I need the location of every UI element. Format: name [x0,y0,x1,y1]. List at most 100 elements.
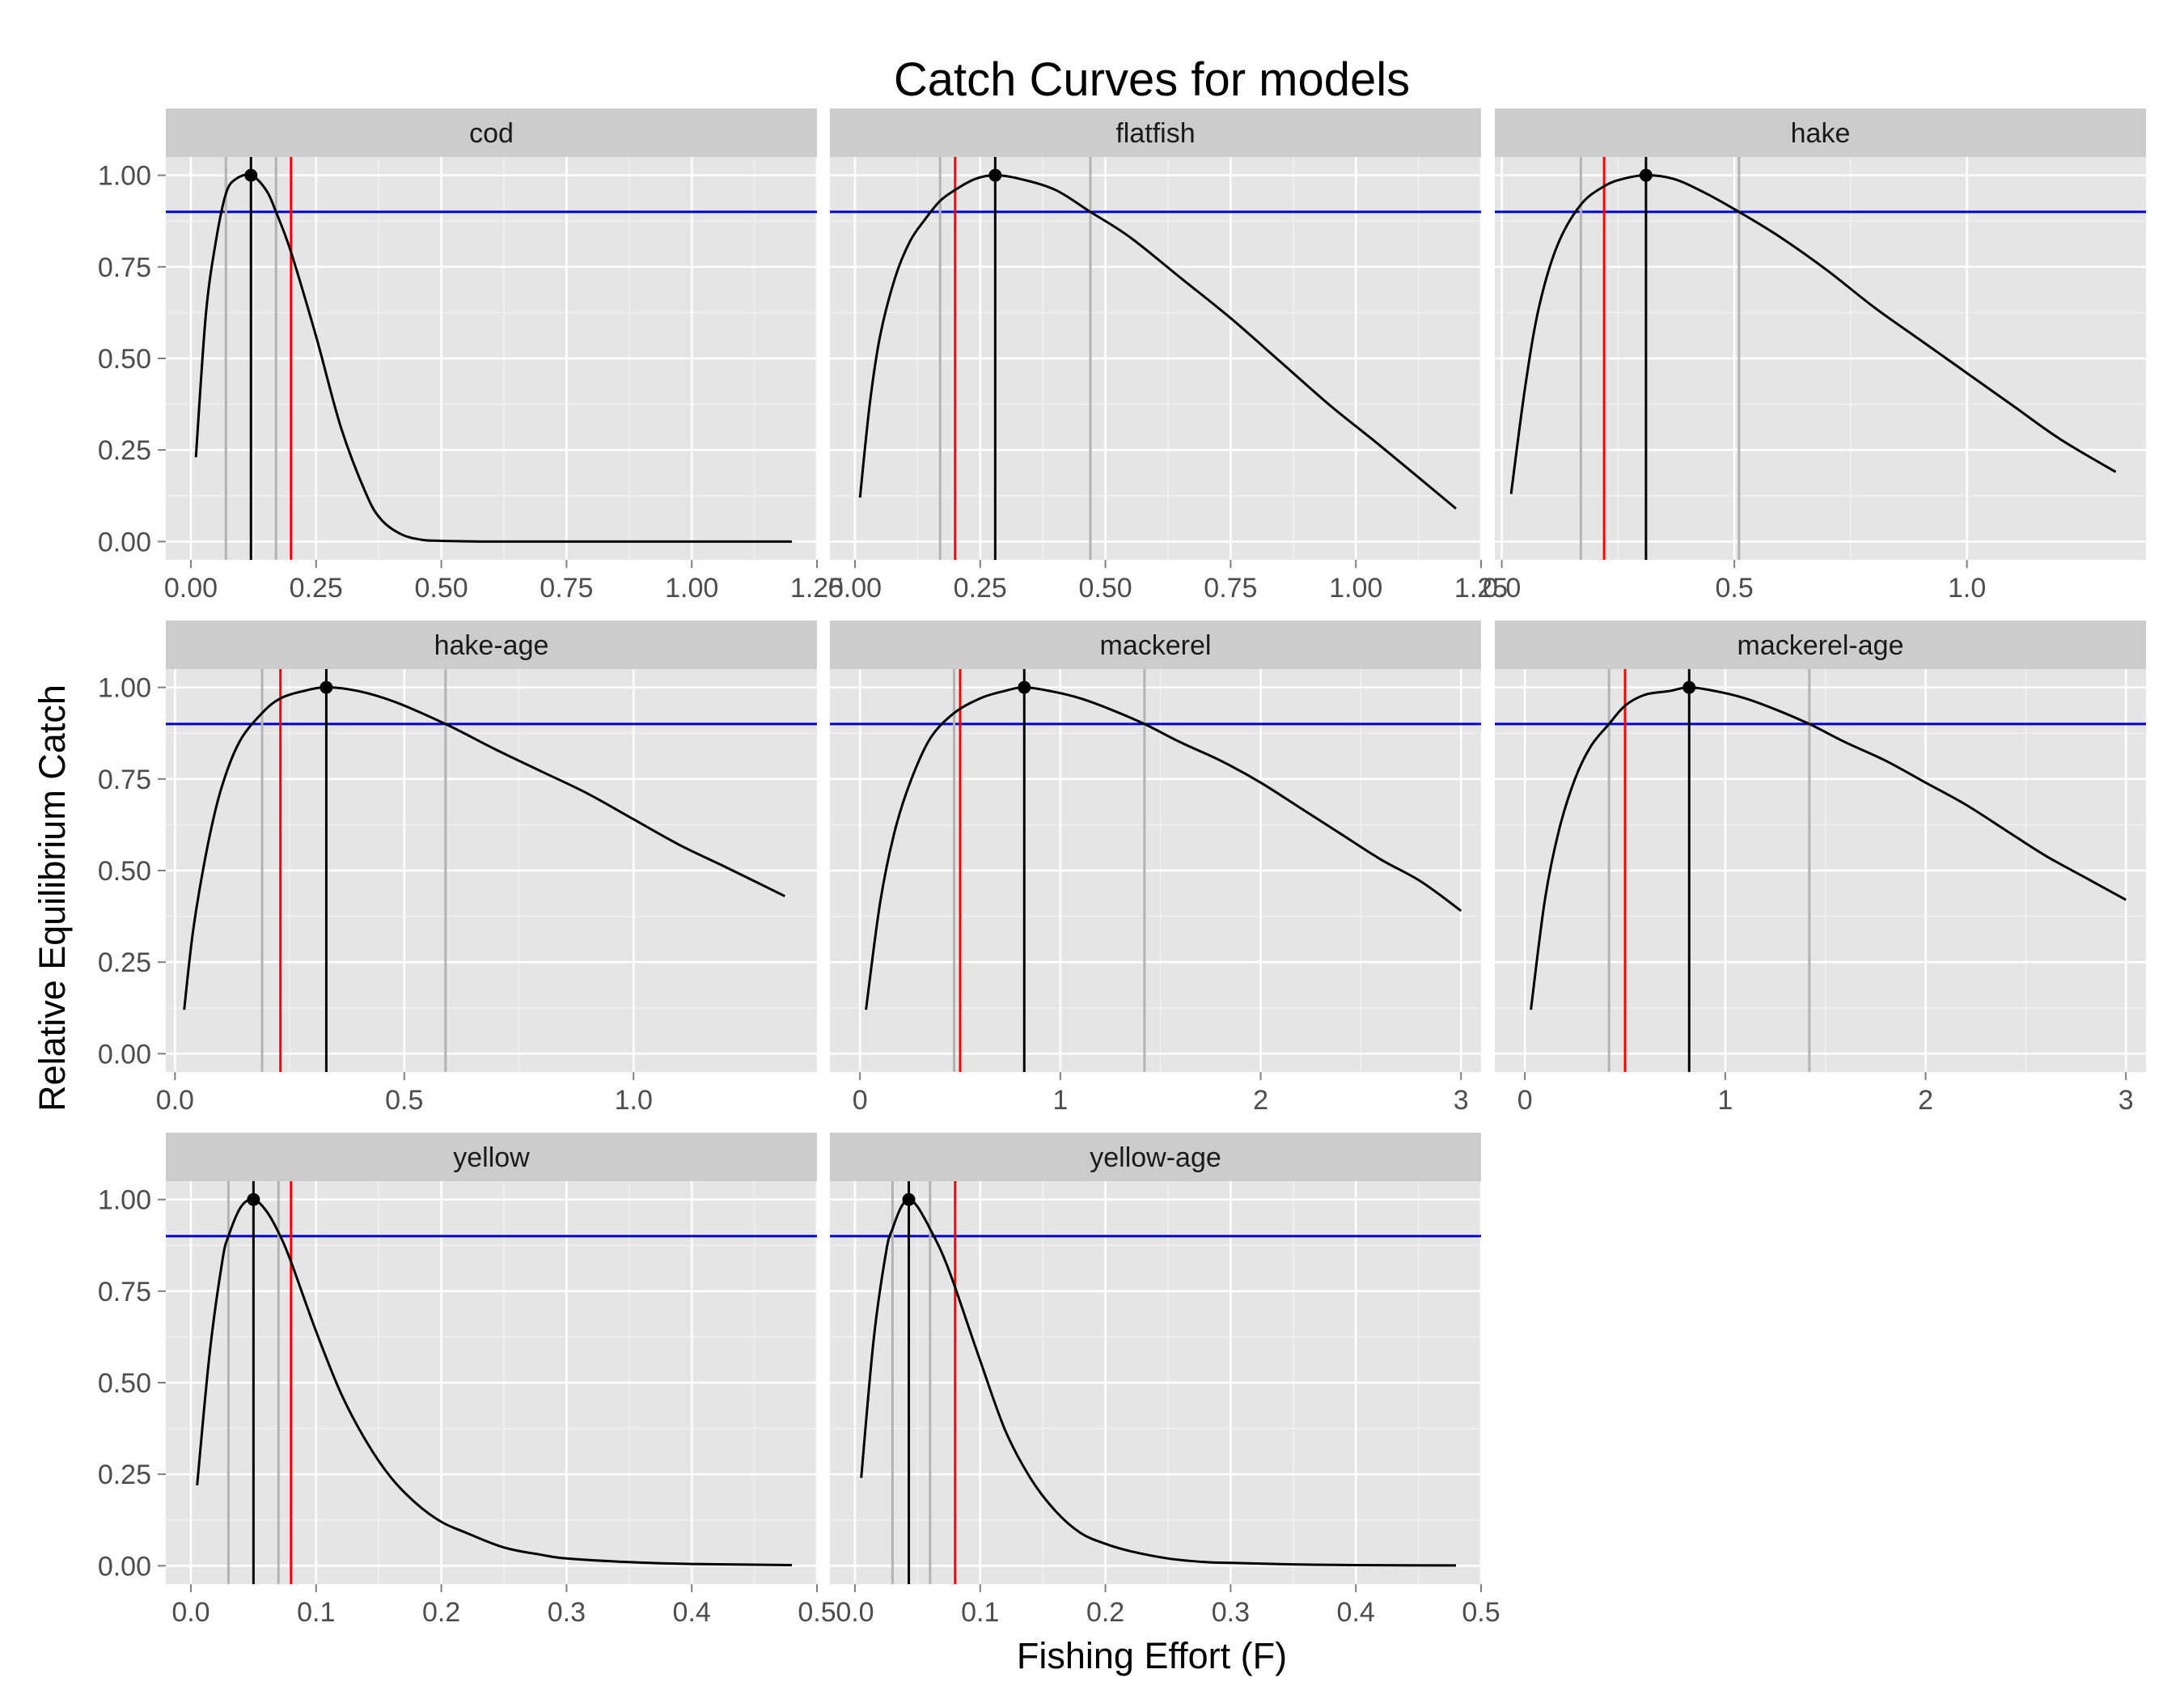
panel-strip-label: yellow-age [1090,1142,1221,1173]
panel-plot-area [166,1181,817,1584]
x-tick-label: 1.25 [790,573,844,604]
y-tick-label: 0.00 [98,1039,151,1070]
peak-point [988,168,1002,182]
panel-hake: hake 0.0 0.5 1.0 [1483,108,2146,604]
y-tick-label: 0.00 [98,1551,151,1582]
panel-plot-area [1495,157,2146,560]
x-tick-label: 1 [1717,1085,1733,1116]
panel-strip-label: yellow [453,1142,530,1173]
x-tick-label: 0.4 [673,1597,711,1628]
x-tick-label: 0.1 [961,1597,999,1628]
x-tick-label: 1.00 [1329,573,1382,604]
panel-yellow: yellow 0.00 0.25 0.50 0.75 1.00 0.0 0.1 0.2 0.3 0.… [98,1133,836,1628]
catch-curve-line [196,1197,793,1566]
peak-point [1018,680,1031,694]
catch-curve-line [858,174,1457,510]
catch-curve-line [183,686,785,1011]
x-tick-label: 0.3 [1212,1597,1250,1628]
panel-strip [166,108,817,157]
x-tick-label: 2 [1253,1085,1268,1116]
peak-point [1682,680,1696,694]
y-tick-label: 0.00 [98,527,151,557]
peak-point [244,168,258,182]
panel-cod: cod 0.00 0.25 0.50 0.75 1.00 0.00 0.25 0.50 0.75 1… [98,108,844,604]
x-tick-label: 1.25 [1454,573,1508,604]
chart-title: Catch Curves for models [894,53,1410,106]
x-tick-label: 0.0 [1483,573,1521,604]
catch-curve-line [1530,686,2127,1011]
panel-plot-area [830,1181,1481,1584]
x-tick-label: 1.0 [1948,573,1986,604]
y-tick-label: 0.50 [98,856,151,887]
catch-curve-line [1509,174,2117,494]
panel-mackerel: mackerel 0 1 2 3 [830,621,1481,1116]
x-tick-label: 0.0 [156,1085,194,1116]
panel-strip-label: cod [469,118,514,149]
panel-plot-area [166,157,817,560]
panel-strip [1495,621,2146,669]
y-tick-label: 0.75 [98,765,151,795]
y-tick-label: 0.25 [98,435,151,466]
y-tick-label: 1.00 [98,673,151,704]
x-tick-label: 0.0 [171,1597,210,1628]
x-tick-label: 0.00 [828,573,882,604]
panel-strip-label: mackerel-age [1737,630,1904,661]
x-tick-label: 0.75 [540,573,593,604]
peak-point [247,1193,260,1206]
y-tick-label: 0.50 [98,1368,151,1399]
panel-strip-label: hake-age [434,630,549,661]
y-axis-title: Relative Equilibrium Catch [32,684,73,1112]
panel-strip [830,621,1481,669]
x-tick-label: 0.5 [798,1597,836,1628]
catch-curve-line [860,1198,1457,1567]
x-tick-label: 0.50 [1078,573,1132,604]
peak-point [902,1193,916,1206]
panel-strip [1495,108,2146,157]
x-tick-label: 0.0 [836,1597,874,1628]
panel-strip [830,1133,1481,1181]
panel-plot-area [1495,669,2146,1072]
x-tick-label: 0.3 [548,1597,586,1628]
panel-yellow-age: yellow-age 0.0 0.1 0.2 0.3 0.4 0.5 [830,1133,1500,1628]
x-tick-label: 0.5 [1462,1597,1500,1628]
x-tick-label: 2 [1918,1085,1933,1116]
panel-plot-area [830,669,1481,1072]
x-tick-label: 0.00 [164,573,218,604]
panel-strip-label: hake [1791,118,1851,149]
y-tick-label: 0.50 [98,344,151,375]
x-tick-label: 1 [1052,1085,1068,1116]
x-tick-label: 0.50 [414,573,468,604]
panel-strip [830,108,1481,157]
x-tick-label: 0.5 [385,1085,423,1116]
panel-plot-area [830,157,1481,560]
x-tick-label: 0.4 [1337,1597,1375,1628]
x-tick-label: 3 [1454,1085,1469,1116]
panel-strip-label: mackerel [1100,630,1212,661]
x-tick-label: 0.2 [422,1597,460,1628]
x-tick-label: 0 [1517,1085,1533,1116]
x-tick-label: 0.25 [290,573,343,604]
x-tick-label: 1.0 [615,1085,653,1116]
y-tick-label: 0.75 [98,252,151,283]
panel-strip [166,1133,817,1181]
x-tick-label: 0.5 [1715,573,1753,604]
x-tick-label: 0 [853,1085,868,1116]
x-tick-label: 0.25 [954,573,1007,604]
y-tick-label: 0.75 [98,1277,151,1307]
peak-point [320,680,333,694]
catch-curve-line [194,173,792,543]
x-tick-label: 0.1 [297,1597,335,1628]
catch-curve-line [865,686,1462,1011]
x-tick-label: 0.2 [1086,1597,1124,1628]
y-tick-label: 0.25 [98,1460,151,1490]
x-tick-label: 0.75 [1204,573,1257,604]
y-tick-label: 1.00 [98,161,151,192]
y-tick-label: 0.25 [98,947,151,978]
x-tick-label: 3 [2118,1085,2134,1116]
panel-strip-label: flatfish [1115,118,1195,149]
panel-plot-area [166,669,817,1072]
panel-strip [166,621,817,669]
panel-flatfish: flatfish 0.00 0.25 0.50 0.75 1.00 1.25 [828,108,1508,604]
